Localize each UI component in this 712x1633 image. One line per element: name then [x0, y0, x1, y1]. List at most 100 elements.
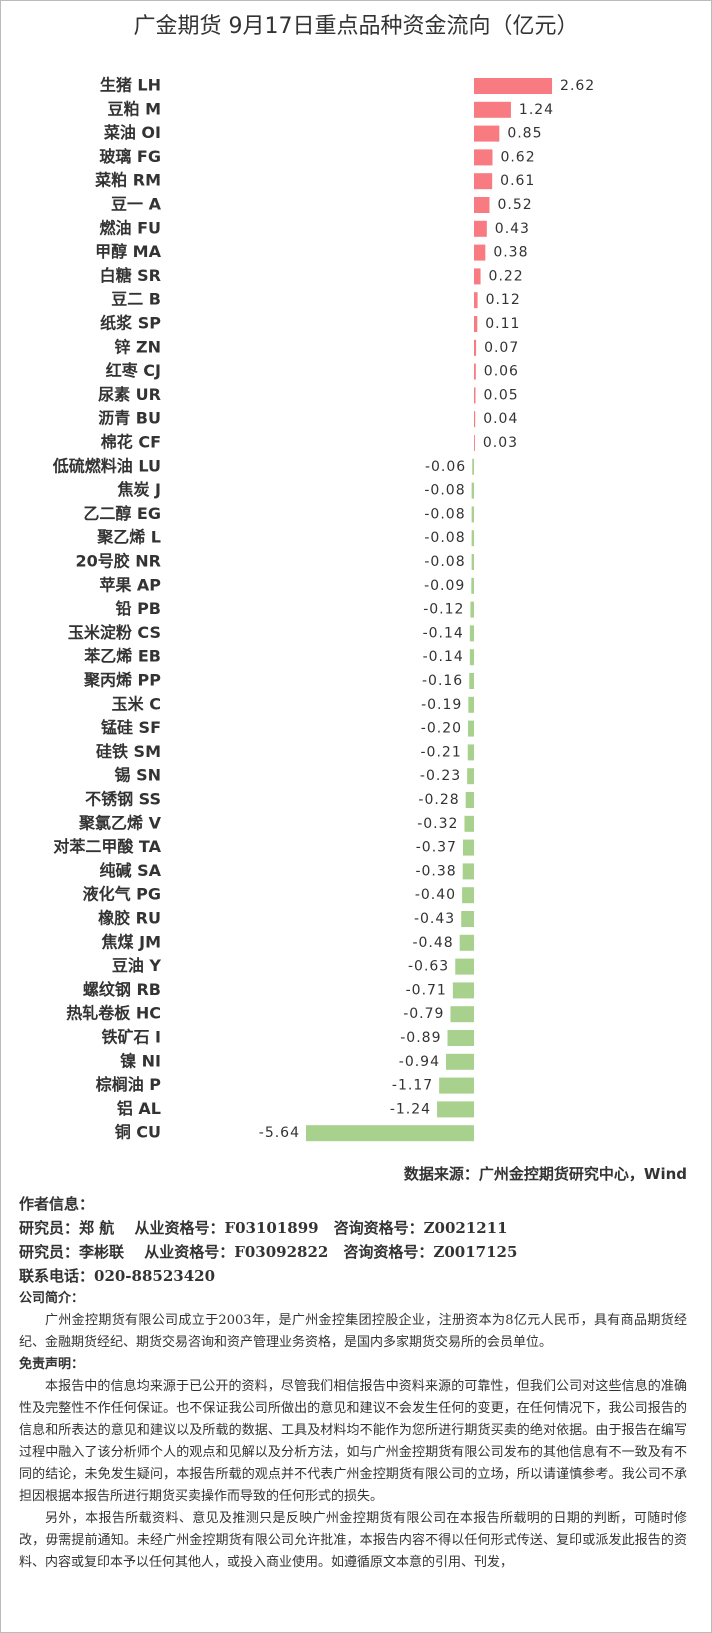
- bar: [474, 292, 478, 309]
- category-label: 豆粕 M: [108, 99, 162, 118]
- category-label: 20号胶 NR: [75, 552, 161, 571]
- source: 数据来源：广州金控期货研究中心，Wind: [403, 1165, 687, 1183]
- value-label: -0.14: [423, 649, 464, 665]
- category-label: 锡 SN: [115, 766, 162, 785]
- bar: [474, 411, 476, 428]
- category-label: 白糖 SR: [100, 266, 161, 285]
- bar: [474, 268, 481, 285]
- value-label: 0.43: [495, 221, 530, 237]
- value-label: 0.22: [489, 268, 524, 284]
- value-label: -0.20: [421, 721, 462, 737]
- category-label: 沥青 BU: [98, 409, 161, 428]
- intro-heading: 公司简介：: [19, 1291, 85, 1306]
- category-label: 尿素 UR: [98, 385, 161, 404]
- category-label: 锌 ZN: [114, 337, 161, 356]
- category-label: 焦煤 JM: [101, 932, 161, 951]
- bar: [474, 316, 478, 332]
- bar: [474, 435, 475, 451]
- category-label: 豆一 A: [111, 195, 162, 214]
- value-label: 2.62: [560, 78, 595, 94]
- chart: 广金期货 9月17日重点品种资金流向（亿元） 生猪 LH 2.62 豆粕 M 1.24…: [52, 14, 595, 1142]
- bar: [468, 696, 474, 713]
- value-label: -0.43: [414, 911, 455, 927]
- value-label: -0.14: [423, 625, 464, 641]
- category-label: 橡胶 RU: [98, 909, 161, 928]
- value-label: 1.24: [519, 102, 554, 118]
- category-label: 聚氯乙烯 V: [78, 813, 162, 832]
- bar: [467, 768, 474, 785]
- author-heading: 作者信息：: [19, 1195, 95, 1213]
- value-label: -0.89: [400, 1030, 441, 1046]
- bar: [472, 458, 474, 475]
- chart-title: 广金期货 9月17日重点品种资金流向（亿元）: [134, 14, 579, 39]
- category-label: 生猪 LH: [100, 76, 161, 95]
- value-label: 0.04: [483, 411, 518, 427]
- disclaimer: 另外，本报告所载资料、意见及推测只是反映广州金控期货有限公司在本报告所载明的日期…: [19, 1511, 687, 1570]
- bar: [306, 1125, 474, 1142]
- bar: [471, 577, 474, 594]
- bar: [474, 173, 493, 190]
- bar: [465, 792, 474, 808]
- value-label: -0.08: [424, 530, 465, 546]
- value-label: 0.12: [486, 292, 521, 308]
- bar: [474, 125, 500, 142]
- bar: [474, 149, 493, 166]
- bar: [446, 1053, 474, 1070]
- category-label: 棕榈油 P: [96, 1075, 162, 1094]
- value-label: 0.05: [483, 387, 518, 403]
- bar: [455, 958, 474, 975]
- category-label: 苹果 AP: [99, 575, 161, 594]
- footer: 数据来源：广州金控期货研究中心，Wind 作者信息： 研究员：郑 航 从业资格号…: [19, 1163, 687, 1574]
- value-label: -0.09: [424, 578, 465, 594]
- value-label: -0.08: [424, 554, 465, 570]
- value-label: -0.40: [415, 887, 456, 903]
- category-label: 液化气 PG: [83, 885, 161, 904]
- bar: [437, 1101, 474, 1118]
- bar: [461, 911, 474, 927]
- disclaimer-heading: 免责声明：: [19, 1357, 85, 1372]
- category-label: 不锈钢 SS: [85, 790, 161, 809]
- bar: [462, 839, 474, 856]
- value-label: 0.03: [483, 435, 518, 451]
- value-label: -0.37: [416, 840, 457, 856]
- bar: [464, 815, 474, 832]
- value-label: 0.06: [484, 364, 519, 380]
- researcher: 研究员：郑 航 从业资格号：F03101899 咨询资格号：Z0021211: [19, 1219, 508, 1237]
- category-label: 红枣 CJ: [106, 361, 161, 380]
- bar: [471, 506, 474, 523]
- value-label: -0.28: [418, 792, 459, 808]
- bar: [471, 482, 474, 499]
- category-label: 对苯二甲酸 TA: [53, 837, 161, 856]
- bar: [452, 982, 474, 999]
- category-label: 镍 NI: [120, 1051, 161, 1070]
- category-label: 纯碱 SA: [100, 861, 162, 880]
- value-label: -1.24: [390, 1101, 431, 1117]
- category-label: 玉米淀粉 CS: [68, 623, 161, 642]
- bar: [474, 339, 477, 356]
- bar: [474, 363, 476, 380]
- value-label: -0.08: [424, 506, 465, 522]
- disclaimer: 本报告中的信息均来源于已公开的资料，尽管我们相信报告中资料来源的可靠性，但我们公…: [19, 1379, 687, 1504]
- bar: [474, 78, 553, 94]
- bar: [474, 197, 490, 213]
- value-label: -0.23: [420, 768, 461, 784]
- value-label: 0.07: [484, 340, 519, 356]
- category-label: 玻璃 FG: [99, 147, 161, 166]
- value-label: -0.32: [417, 816, 458, 832]
- category-label: 聚丙烯 PP: [83, 671, 161, 690]
- value-label: -0.94: [399, 1054, 440, 1070]
- value-label: -0.63: [408, 959, 449, 975]
- category-label: 豆油 Y: [112, 956, 162, 975]
- category-label: 铅 PB: [116, 599, 162, 618]
- category-label: 铝 AL: [117, 1099, 161, 1118]
- category-label: 低硫燃料油 LU: [52, 456, 161, 475]
- category-label: 锰硅 SF: [101, 718, 161, 737]
- category-label: 棉花 CF: [101, 433, 161, 452]
- value-label: -0.79: [403, 1006, 444, 1022]
- value-label: 0.85: [507, 126, 542, 142]
- value-label: 0.11: [485, 316, 520, 332]
- category-label: 纸浆 SP: [100, 314, 161, 333]
- category-label: 铜 CU: [115, 1123, 161, 1142]
- value-label: 0.38: [493, 245, 528, 261]
- bar: [462, 863, 474, 880]
